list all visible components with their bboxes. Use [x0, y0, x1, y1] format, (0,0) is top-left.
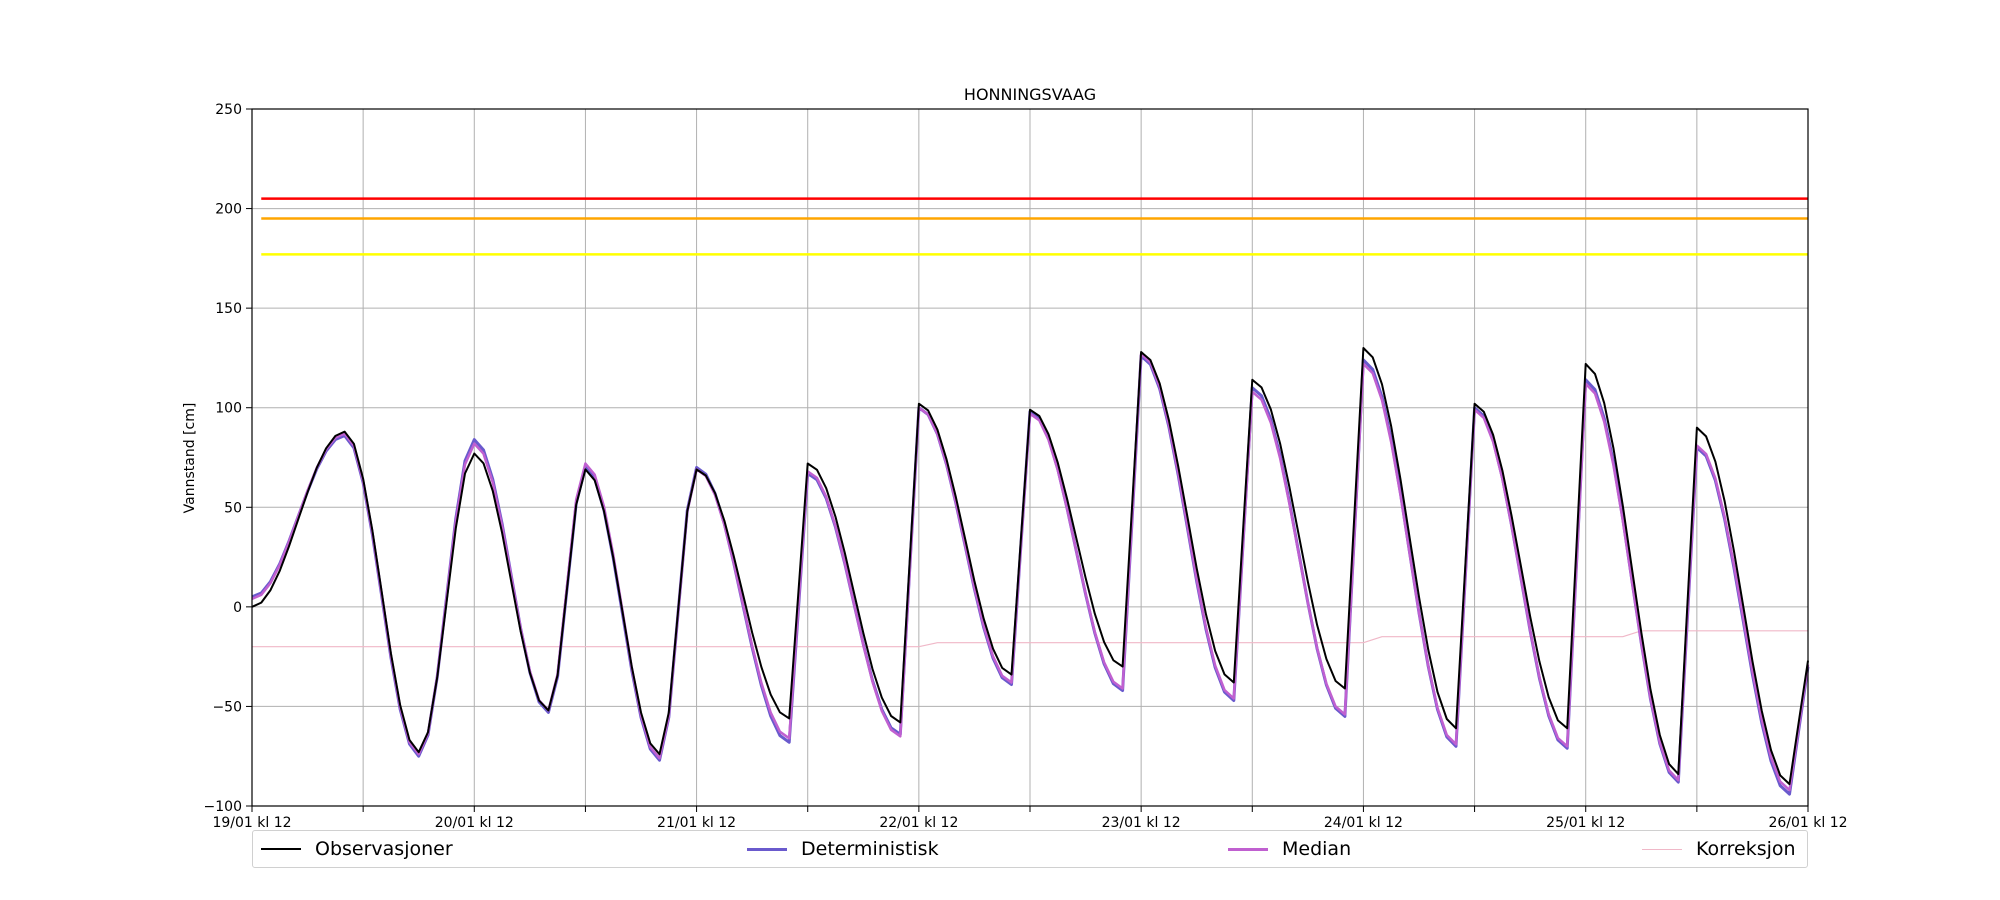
- x-tick-label: 20/01 kl 12: [435, 815, 514, 831]
- legend-item-observasjoner: Observasjoner: [261, 831, 453, 867]
- y-tick-label: −50: [212, 699, 242, 715]
- chart-title: HONNINGSVAAG: [964, 85, 1096, 104]
- series-lines: [251, 347, 1810, 796]
- y-tick-label: −100: [204, 799, 242, 815]
- legend-swatch: [747, 847, 787, 851]
- x-tick-label: 23/01 kl 12: [1102, 815, 1181, 831]
- y-tick-label: 50: [224, 500, 242, 516]
- y-tick-label: 200: [215, 202, 242, 218]
- y-tick-label: 100: [215, 401, 242, 417]
- legend-item-korreksjon: Korreksjon: [1642, 831, 1796, 867]
- legend-label: Deterministisk: [801, 838, 939, 860]
- series-line-observasjoner: [251, 347, 1809, 786]
- x-tick-label: 22/01 kl 12: [879, 815, 958, 831]
- legend: Observasjoner Deterministisk Median Korr…: [252, 830, 1808, 868]
- x-tick-label: 26/01 kl 12: [1768, 815, 1847, 831]
- x-tick-label: 19/01 kl 12: [212, 815, 291, 831]
- legend-item-deterministisk: Deterministisk: [747, 831, 939, 867]
- y-axis-label: Vannstand [cm]: [182, 403, 198, 514]
- legend-swatch: [261, 848, 301, 850]
- y-tick-label: 250: [215, 102, 242, 118]
- x-tick-label: 25/01 kl 12: [1546, 815, 1625, 831]
- legend-swatch: [1228, 847, 1268, 851]
- legend-item-median: Median: [1228, 831, 1351, 867]
- x-ticks: 19/01 kl 12 20/01 kl 12 21/01 kl 12 22/01 k…: [212, 806, 1848, 831]
- legend-label: Median: [1282, 838, 1352, 860]
- x-tick-label: 21/01 kl 12: [657, 815, 736, 831]
- threshold-lines: [261, 197, 1808, 256]
- x-tick-label: 24/01 kl 12: [1324, 815, 1403, 831]
- legend-label: Korreksjon: [1696, 838, 1796, 860]
- legend-label: Observasjoner: [315, 838, 453, 860]
- y-tick-label: 150: [215, 301, 242, 317]
- y-tick-label: 0: [233, 600, 242, 616]
- y-ticks: 250 200 150 100 50 0 −50 −100: [204, 102, 252, 815]
- legend-swatch: [1642, 848, 1682, 850]
